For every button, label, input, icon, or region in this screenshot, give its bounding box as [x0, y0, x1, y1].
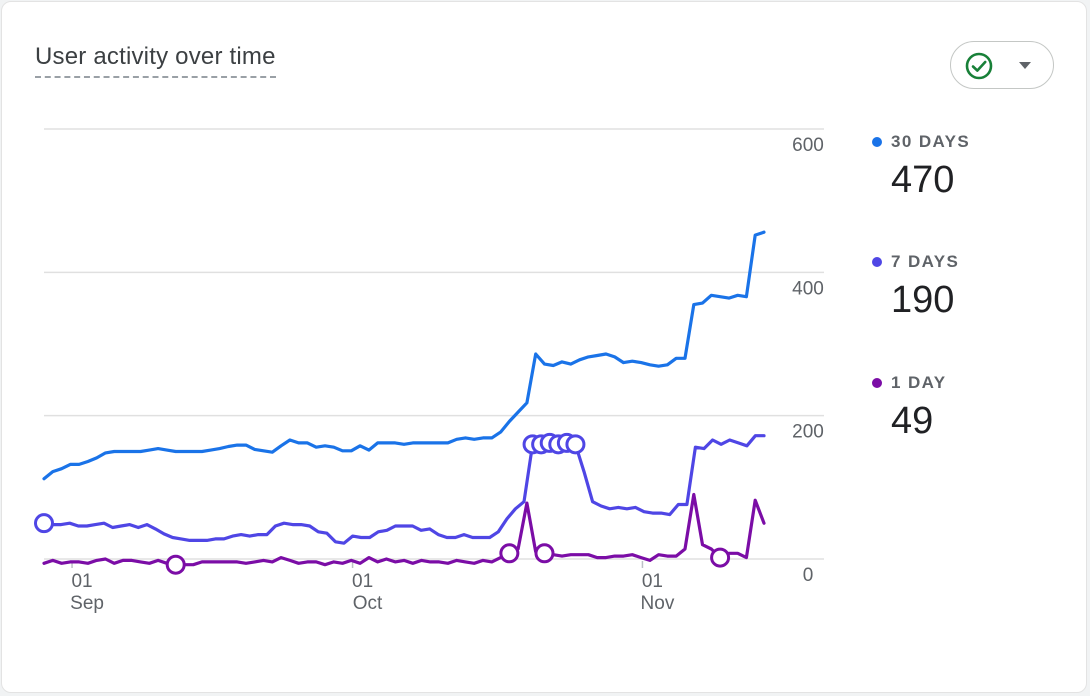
- comparison-dropdown-button[interactable]: [950, 41, 1054, 89]
- x-tick-month-sep: Sep: [70, 593, 104, 614]
- legend-item-1-day: 1 DAY 49: [872, 373, 947, 443]
- check-circle-icon: [965, 52, 993, 80]
- series-line-7-days: [42, 434, 766, 545]
- legend-label-7-days: 7 DAYS: [891, 252, 960, 271]
- legend-dot-1-day: [872, 378, 882, 388]
- anomaly-marker-1-day: [710, 547, 731, 568]
- legend-dot-7-days: [872, 257, 882, 267]
- x-tick-day-oct: 01: [352, 571, 373, 592]
- legend-label-1-day: 1 DAY: [891, 373, 947, 392]
- y-tick-label-400: 400: [792, 278, 824, 299]
- anomaly-marker-7-days: [565, 434, 586, 455]
- series-line-30-days: [42, 230, 766, 481]
- legend-value-7-days: 190: [891, 279, 955, 321]
- y-tick-label-0: 0: [803, 565, 814, 586]
- y-tick-label-200: 200: [792, 422, 824, 443]
- anomaly-marker-1-day: [534, 543, 555, 564]
- legend-item-30-days: 30 DAYS 470: [872, 132, 970, 202]
- series-line-1-day: [42, 492, 766, 567]
- legend-value-1-day: 49: [891, 400, 934, 442]
- legend-label-30-days: 30 DAYS: [891, 132, 971, 151]
- x-tick-month-oct: Oct: [353, 593, 383, 614]
- x-tick-day-sep: 01: [71, 571, 92, 592]
- caret-down-icon: [1019, 62, 1031, 69]
- anomaly-marker-1-day: [499, 543, 520, 564]
- y-tick-label-600: 600: [792, 135, 824, 156]
- x-tick-month-nov: Nov: [641, 593, 675, 614]
- anomaly-marker-7-days: [34, 513, 54, 534]
- legend-value-30-days: 470: [891, 159, 955, 201]
- legend-item-7-days: 7 DAYS 190: [872, 252, 959, 322]
- x-tick-day-nov: 01: [642, 571, 663, 592]
- card-title[interactable]: User activity over time: [35, 43, 276, 78]
- anomaly-marker-1-day: [165, 554, 186, 575]
- legend-dot-30-days: [872, 137, 882, 147]
